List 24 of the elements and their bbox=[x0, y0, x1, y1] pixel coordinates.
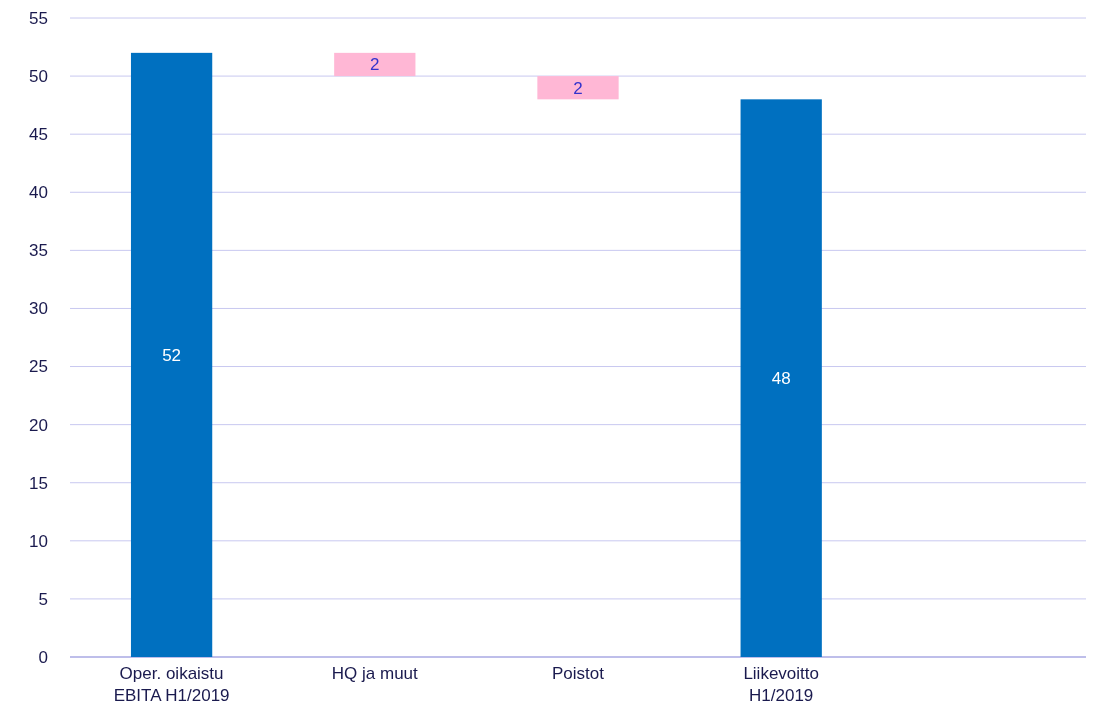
x-tick-label: Poistot bbox=[552, 664, 605, 683]
data-label: 2 bbox=[370, 55, 380, 75]
y-tick-label: 0 bbox=[38, 647, 48, 667]
data-label: 48 bbox=[771, 369, 791, 389]
bar bbox=[537, 76, 619, 100]
bar bbox=[740, 99, 822, 657]
data-label: 2 bbox=[573, 78, 583, 98]
y-tick-label: 10 bbox=[29, 531, 48, 551]
y-tick-label: 40 bbox=[29, 183, 48, 203]
y-tick-label: 20 bbox=[29, 415, 48, 435]
x-tick-label: Liikevoitto H1/2019 bbox=[743, 664, 819, 705]
y-tick-label: 55 bbox=[29, 8, 48, 28]
y-tick-label: 15 bbox=[29, 473, 48, 493]
x-tick-label: Oper. oikaistu EBITA H1/2019 bbox=[113, 664, 230, 705]
bar bbox=[130, 52, 213, 657]
data-label: 52 bbox=[162, 345, 182, 365]
y-tick-label: 45 bbox=[29, 125, 48, 145]
y-tick-label: 30 bbox=[29, 299, 48, 319]
y-tick-label: 35 bbox=[29, 241, 48, 261]
y-tick-label: 50 bbox=[29, 67, 48, 87]
y-tick-label: 5 bbox=[38, 589, 48, 609]
y-tick-label: 25 bbox=[29, 357, 48, 377]
x-tick-label: HQ ja muut bbox=[331, 664, 419, 683]
bar bbox=[334, 52, 416, 77]
